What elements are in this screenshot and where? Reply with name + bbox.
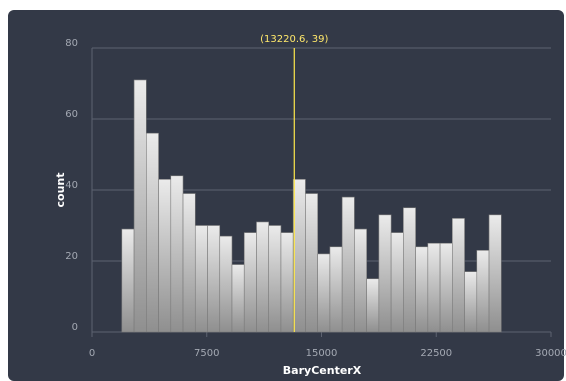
histogram-bar[interactable]: [219, 235, 233, 333]
histogram-bar[interactable]: [207, 225, 221, 333]
histogram-bar[interactable]: [243, 232, 257, 333]
tick-labels: 0 20 40 60 80 0 7500 15000 22500 30000: [65, 38, 566, 359]
histogram-bar[interactable]: [231, 264, 245, 333]
histogram-bar[interactable]: [378, 214, 392, 333]
bars: [121, 79, 502, 333]
y-tick-label: 20: [65, 251, 78, 262]
histogram-bar[interactable]: [476, 250, 490, 333]
histogram-bar[interactable]: [366, 278, 380, 333]
histogram-bar[interactable]: [403, 207, 416, 333]
y-axis-title: count: [54, 173, 67, 208]
histogram-bar[interactable]: [158, 179, 172, 333]
histogram-bar[interactable]: [268, 225, 282, 333]
y-tick-label: 0: [72, 322, 78, 333]
histogram-bar[interactable]: [329, 246, 343, 333]
y-tick-label: 60: [65, 109, 78, 120]
histogram-bar[interactable]: [341, 196, 355, 333]
histogram-bar[interactable]: [292, 179, 306, 333]
x-tick-label: 15000: [306, 348, 338, 359]
histogram-bar[interactable]: [146, 132, 159, 333]
histogram-bar[interactable]: [170, 175, 184, 333]
x-tick-label: 7500: [194, 348, 219, 359]
x-axis-title: BaryCenterX: [283, 364, 362, 377]
histogram-bar[interactable]: [182, 193, 196, 333]
histogram-bar[interactable]: [121, 228, 135, 333]
histogram-bar[interactable]: [390, 232, 404, 333]
histogram-bar[interactable]: [452, 218, 465, 333]
x-tick-label: 22500: [420, 348, 452, 359]
histogram-bar[interactable]: [415, 246, 429, 333]
y-tick-label: 80: [65, 38, 78, 49]
x-tick-label: 0: [89, 348, 95, 359]
histogram-bar[interactable]: [280, 232, 294, 333]
histogram-bar[interactable]: [488, 214, 502, 333]
histogram-bar[interactable]: [194, 225, 208, 333]
histogram-bar[interactable]: [427, 242, 441, 333]
histogram-bar[interactable]: [305, 193, 318, 333]
crosshair-label: (13220.6, 39): [260, 34, 328, 45]
histogram-bar[interactable]: [464, 271, 478, 333]
histogram-bar[interactable]: [133, 79, 147, 333]
histogram-bar[interactable]: [256, 221, 270, 333]
histogram-bar[interactable]: [317, 253, 331, 333]
y-tick-label: 40: [65, 180, 78, 191]
histogram-bar[interactable]: [439, 242, 453, 333]
x-tick-label: 30000: [535, 348, 566, 359]
crosshair: (13220.6, 39): [260, 34, 328, 332]
histogram-bar[interactable]: [354, 228, 367, 333]
